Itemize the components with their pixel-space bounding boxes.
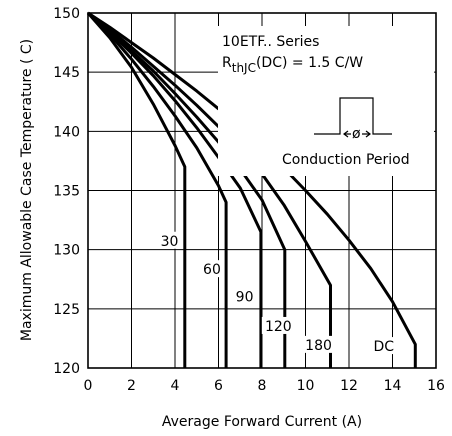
- series-label-120: 120: [265, 319, 292, 335]
- series-line-60: [86, 11, 228, 368]
- x-tick-label: 10: [297, 378, 315, 394]
- y-tick-label: 145: [53, 65, 80, 81]
- x-tick-label: 16: [427, 378, 445, 394]
- x-tick-label: 14: [384, 378, 402, 394]
- series-label-bg: [261, 316, 295, 334]
- curve-labels: 30 60 90 120 180 DC: [157, 231, 396, 355]
- y-tick-label: 135: [53, 184, 80, 200]
- x-tick-label: 6: [214, 378, 223, 394]
- series-label-DC: DC: [374, 339, 395, 355]
- series-label-60: 60: [203, 262, 221, 278]
- tick-labels: 0 2 4 6 8 10 12 14 16 120 125 130 135 140 145 150: [53, 6, 445, 394]
- series-label-bg: [199, 260, 224, 278]
- series-line-120: [87, 11, 287, 368]
- y-axis-title: Maximum Allowable Case Temperature ( C): [19, 39, 35, 341]
- series-annotation: 10ETF.. Series: [222, 34, 319, 50]
- x-tick-label: 2: [127, 378, 136, 394]
- y-tick-label: 150: [53, 6, 80, 22]
- series-label-90: 90: [236, 289, 254, 305]
- series-label-180: 180: [305, 338, 332, 354]
- phi-label-bg: [351, 126, 362, 140]
- x-tick-label: 0: [84, 378, 93, 394]
- series-label-bg: [157, 231, 182, 249]
- x-tick-label: 4: [171, 378, 180, 394]
- series-line-30: [86, 12, 187, 368]
- y-tick-label: 125: [53, 302, 80, 318]
- y-tick-label: 140: [53, 124, 80, 140]
- x-tick-label: 8: [258, 378, 267, 394]
- plot-frame: [87, 12, 437, 369]
- series-label-bg: [232, 287, 257, 305]
- series-label-30: 30: [161, 234, 179, 250]
- x-axis-title: Average Forward Current (A): [162, 414, 362, 430]
- conduction-period-label: Conduction Period: [282, 152, 410, 168]
- series-label-bg: [302, 335, 336, 353]
- x-tick-label: 12: [340, 378, 358, 394]
- phi-symbol: ø: [352, 126, 361, 142]
- series-label-bg: [371, 337, 396, 355]
- y-tick-label: 120: [53, 361, 80, 377]
- annotation-background: [218, 26, 434, 176]
- thermal-resistance-annotation: RthJC(DC) = 1.5 C/W: [222, 55, 363, 75]
- y-tick-label: 130: [53, 243, 80, 259]
